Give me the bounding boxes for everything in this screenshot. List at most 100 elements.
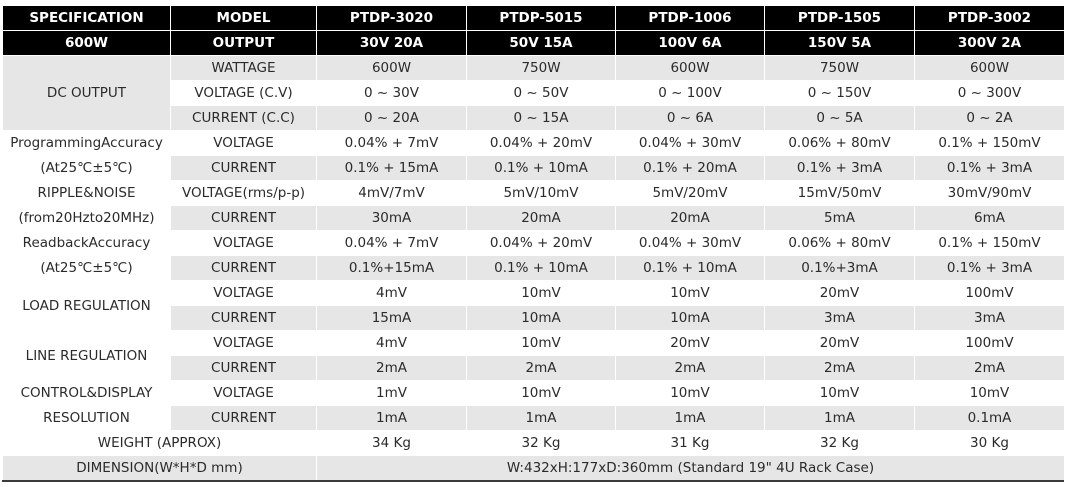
- value-cell: 100mV: [914, 330, 1065, 356]
- line-regulation-label: LINE REGULATION: [2, 330, 171, 381]
- header-output-4: 150V 5A: [764, 30, 915, 56]
- table-row: CURRENT 2mA 2mA 2mA 2mA 2mA: [3, 355, 1065, 381]
- specification-table: SPECIFICATION MODEL PTDP-3020 PTDP-5015 …: [2, 5, 1065, 481]
- value-cell: 10mV: [466, 380, 616, 406]
- table-row: ReadbackAccuracy VOLTAGE 0.04% + 7mV 0.0…: [2, 230, 1065, 256]
- value-cell: 15mV/50mV: [764, 180, 915, 206]
- dimension-row: DIMENSION(W*H*D mm) W:432xH:177xD:360mm …: [2, 455, 1065, 481]
- header-output: OUTPUT: [170, 30, 317, 56]
- value-cell: 0 ~ 150V: [764, 80, 915, 106]
- sub-label: VOLTAGE: [170, 130, 317, 156]
- header-model-4: PTDP-1505: [764, 5, 915, 31]
- value-cell: 10mV: [615, 380, 765, 406]
- table-row: (from20Hzto20MHz) CURRENT 30mA 20mA 20mA…: [2, 205, 1065, 231]
- table-row: (At25℃±5℃) CURRENT 0.1% + 15mA 0.1% + 10…: [2, 155, 1065, 181]
- header-spec: SPECIFICATION: [2, 5, 171, 31]
- value-cell: 0.1%+3mA: [764, 255, 915, 281]
- load-regulation-label: LOAD REGULATION: [2, 280, 171, 331]
- header-model-3: PTDP-1006: [615, 5, 765, 31]
- table-row: RIPPLE&NOISE VOLTAGE(rms/p-p) 4mV/7mV 5m…: [2, 180, 1065, 206]
- value-cell: 30 Kg: [914, 430, 1065, 456]
- value-cell: 2mA: [615, 355, 765, 381]
- value-cell: 34 Kg: [316, 430, 467, 456]
- value-cell: 20mV: [764, 330, 915, 356]
- value-cell: 31 Kg: [615, 430, 765, 456]
- value-cell: 3mA: [914, 305, 1065, 331]
- value-cell: 0 ~ 300V: [914, 80, 1065, 106]
- weight-row: WEIGHT (APPROX) 34 Kg 32 Kg 31 Kg 32 Kg …: [2, 430, 1065, 456]
- ripple-noise-range: (from20Hzto20MHz): [2, 205, 171, 231]
- header-output-1: 30V 20A: [316, 30, 467, 56]
- value-cell: 0.1% + 150mV: [914, 130, 1065, 156]
- value-cell: 30mA: [316, 205, 467, 231]
- table-row: VOLTAGE (C.V) 0 ~ 30V 0 ~ 50V 0 ~ 100V 0…: [3, 80, 1065, 106]
- dc-output-label: DC OUTPUT: [2, 55, 171, 131]
- value-cell: 10mV: [466, 330, 616, 356]
- value-cell: 32 Kg: [764, 430, 915, 456]
- sub-label: VOLTAGE: [170, 230, 317, 256]
- dimension-value: W:432xH:177xD:360mm (Standard 19" 4U Rac…: [316, 455, 1065, 481]
- value-cell: 0 ~ 20A: [316, 105, 467, 131]
- sub-label: CURRENT: [170, 205, 317, 231]
- header-output-5: 300V 2A: [914, 30, 1065, 56]
- value-cell: 10mA: [466, 305, 616, 331]
- value-cell: 0.1%+15mA: [316, 255, 467, 281]
- sub-label: VOLTAGE (C.V): [170, 80, 317, 106]
- programming-accuracy-label: ProgrammingAccuracy: [2, 130, 171, 156]
- control-display-label: CONTROL&DISPLAY: [2, 380, 171, 406]
- sub-label: VOLTAGE: [170, 380, 317, 406]
- value-cell: 20mA: [466, 205, 616, 231]
- value-cell: 10mV: [764, 380, 915, 406]
- value-cell: 2mA: [466, 355, 616, 381]
- table-row: CURRENT (C.C) 0 ~ 20A 0 ~ 15A 0 ~ 6A 0 ~…: [3, 105, 1065, 131]
- value-cell: 5mA: [764, 205, 915, 231]
- value-cell: 10mV: [615, 280, 765, 306]
- value-cell: 0.06% + 80mV: [764, 230, 915, 256]
- value-cell: 600W: [316, 55, 467, 81]
- header-model-5: PTDP-3002: [914, 5, 1065, 31]
- value-cell: 20mA: [615, 205, 765, 231]
- table-row: LINE REGULATION VOLTAGE 4mV 10mV 20mV 20…: [2, 330, 1065, 381]
- value-cell: 0.1mA: [914, 405, 1065, 431]
- header-model-2: PTDP-5015: [466, 5, 616, 31]
- value-cell: 0.04% + 7mV: [316, 230, 467, 256]
- value-cell: 0.1% + 10mA: [466, 255, 616, 281]
- programming-accuracy-condition: (At25℃±5℃): [2, 155, 171, 181]
- table-row: (At25℃±5℃) CURRENT 0.1%+15mA 0.1% + 10mA…: [2, 255, 1065, 281]
- value-cell: 600W: [914, 55, 1065, 81]
- value-cell: 0 ~ 50V: [466, 80, 616, 106]
- value-cell: 0.1% + 3mA: [914, 155, 1065, 181]
- value-cell: 30mV/90mV: [914, 180, 1065, 206]
- readback-accuracy-label: ReadbackAccuracy: [2, 230, 171, 256]
- resolution-label: RESOLUTION: [2, 405, 171, 431]
- value-cell: 0.1% + 3mA: [764, 155, 915, 181]
- ripple-noise-label: RIPPLE&NOISE: [2, 180, 171, 206]
- value-cell: 4mV/7mV: [316, 180, 467, 206]
- dimension-label: DIMENSION(W*H*D mm): [2, 455, 317, 481]
- value-cell: 0.04% + 20mV: [466, 230, 616, 256]
- header-model: MODEL: [170, 5, 317, 31]
- value-cell: 20mV: [615, 330, 765, 356]
- header-output-2: 50V 15A: [466, 30, 616, 56]
- header-row-model: SPECIFICATION MODEL PTDP-3020 PTDP-5015 …: [2, 5, 1065, 31]
- table-row: CURRENT 15mA 10mA 10mA 3mA 3mA: [3, 305, 1065, 331]
- sub-label: CURRENT: [170, 405, 317, 431]
- value-cell: 0.04% + 30mV: [615, 130, 765, 156]
- value-cell: 1mA: [466, 405, 616, 431]
- sub-label: VOLTAGE: [170, 330, 317, 356]
- value-cell: 0 ~ 30V: [316, 80, 467, 106]
- value-cell: 0 ~ 6A: [615, 105, 765, 131]
- sub-label: CURRENT (C.C): [170, 105, 317, 131]
- sub-label: CURRENT: [170, 155, 317, 181]
- value-cell: 0.1% + 3mA: [914, 255, 1065, 281]
- table-row: ProgrammingAccuracy VOLTAGE 0.04% + 7mV …: [2, 130, 1065, 156]
- sub-label: CURRENT: [170, 255, 317, 281]
- value-cell: 600W: [615, 55, 765, 81]
- value-cell: 0 ~ 100V: [615, 80, 765, 106]
- value-cell: 0.04% + 7mV: [316, 130, 467, 156]
- value-cell: 0.1% + 15mA: [316, 155, 467, 181]
- sub-label: VOLTAGE: [170, 280, 317, 306]
- value-cell: 4mV: [316, 280, 467, 306]
- value-cell: 0.04% + 20mV: [466, 130, 616, 156]
- value-cell: 1mA: [316, 405, 467, 431]
